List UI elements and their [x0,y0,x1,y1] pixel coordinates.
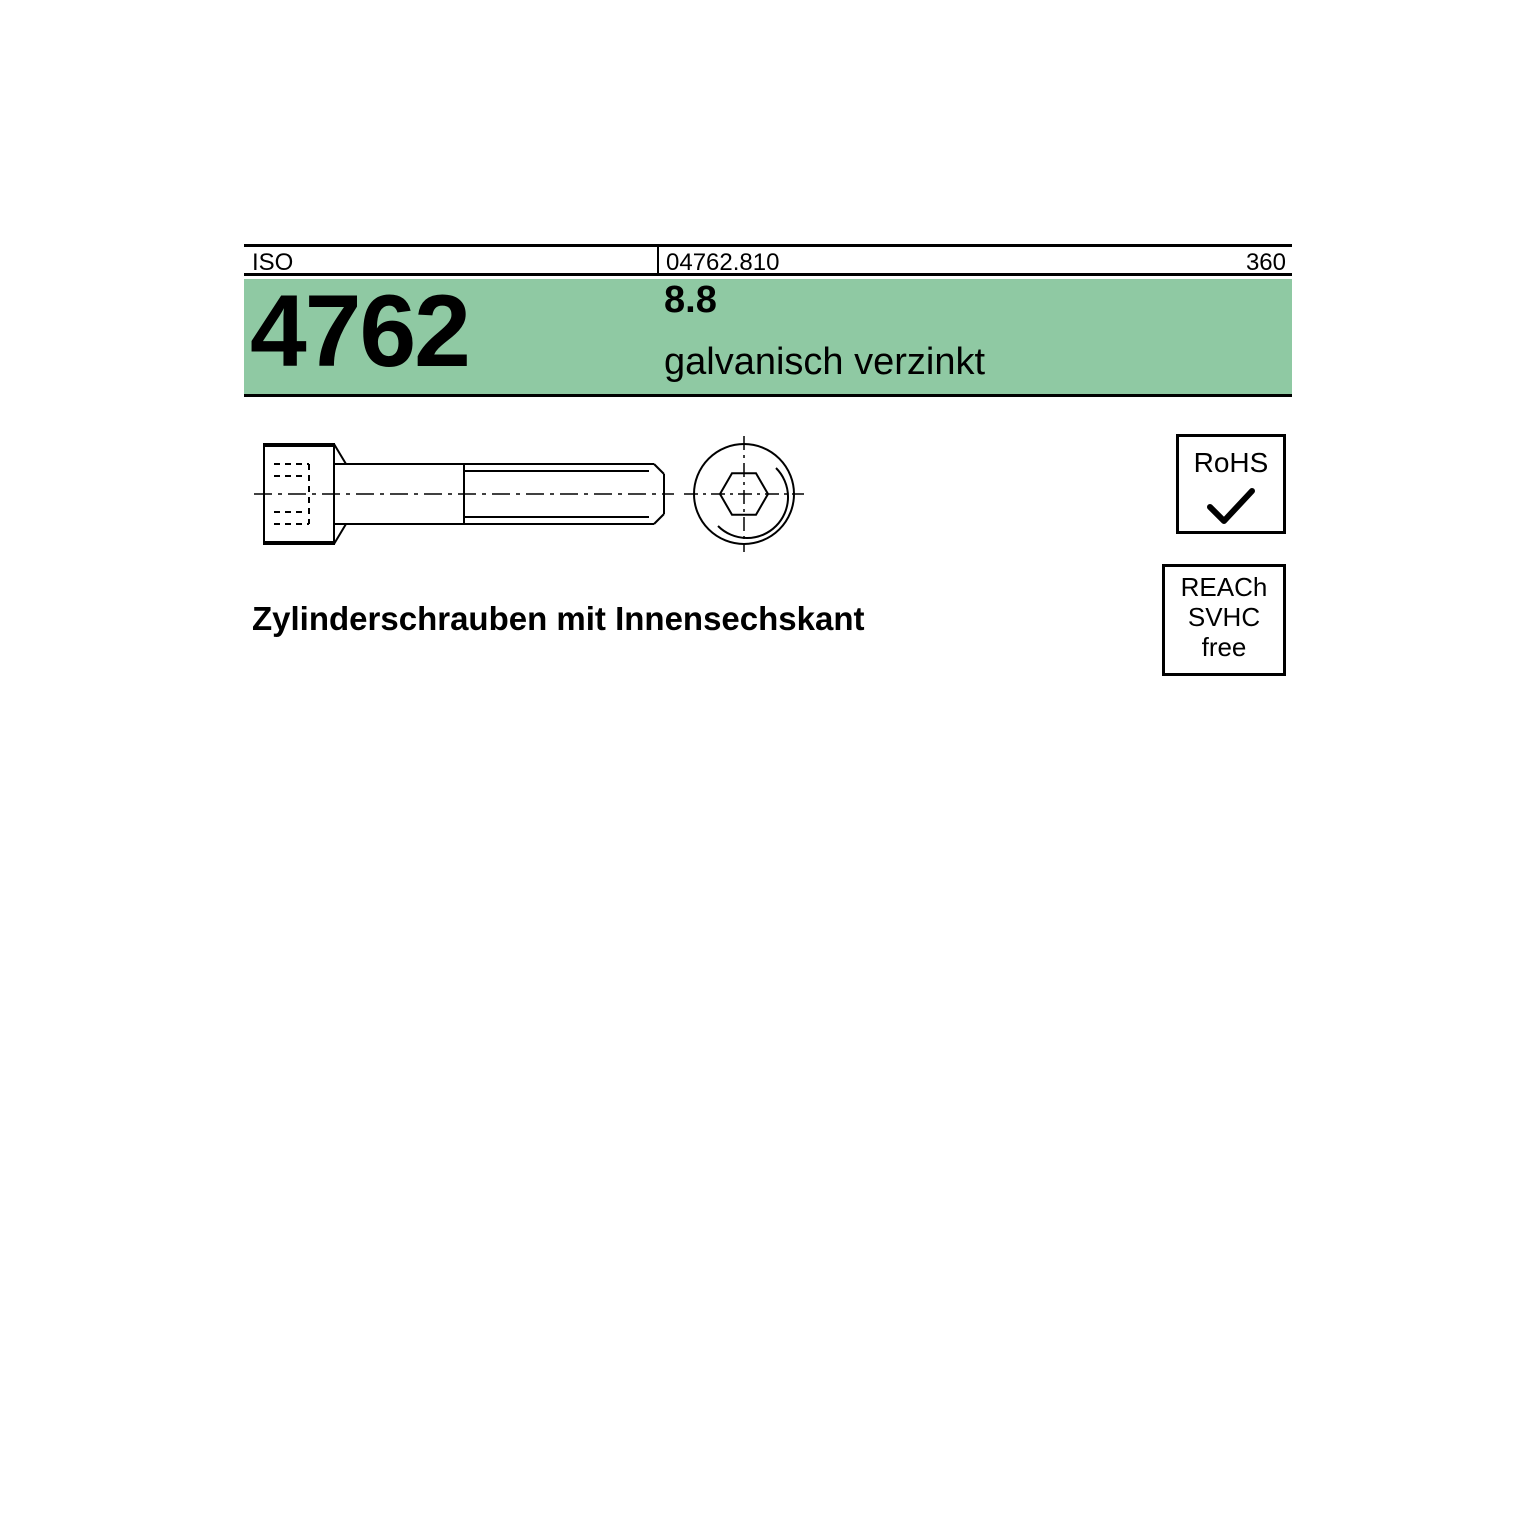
standard-number: 4762 [250,273,469,390]
datasheet-card: ISO 04762.810 360 4762 8.8 galvanisch ve… [244,244,1292,1292]
title-band: 4762 8.8 galvanisch verzinkt [244,279,1292,397]
header-row: ISO 04762.810 360 [244,247,1292,276]
screw-drawing [254,434,814,554]
reach-line2: SVHC [1165,603,1283,633]
header-divider [657,247,659,273]
reach-line3: free [1165,633,1283,663]
check-icon [1206,485,1256,527]
rohs-label: RoHS [1179,447,1283,479]
reach-line1: REACh [1165,573,1283,603]
reach-badge: REACh SVHC free [1162,564,1286,676]
surface-finish: galvanisch verzinkt [664,341,985,384]
header-top-right: 360 [1246,249,1286,277]
standard-code: 04762.810 [666,249,779,277]
rohs-badge: RoHS [1176,434,1286,534]
product-description: Zylinderschrauben mit Innensechskant [252,600,865,638]
strength-grade: 8.8 [664,279,717,322]
